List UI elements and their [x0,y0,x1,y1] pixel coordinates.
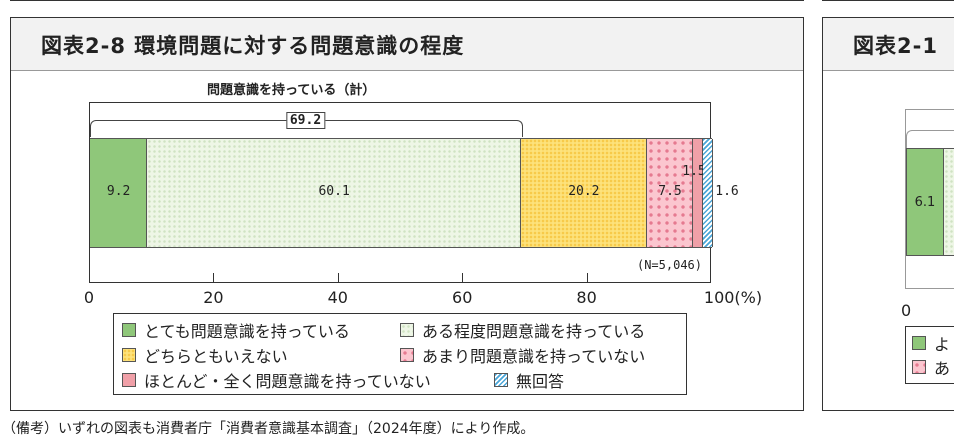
axis-zero-right: 0 [901,301,912,320]
legend-label: ほとんど・全く問題意識を持っていない [144,372,431,391]
legend-item: ほとんど・全く問題意識を持っていない [122,368,431,392]
x-tick [337,273,339,283]
bar-segment [702,139,713,247]
figure-panel-2-8: 図表2-8 環境問題に対する問題意識の程度 問題意識を持っている（計） 69.2… [10,17,804,411]
legend-item: ある程度問題意識を持っている [400,318,645,342]
x-tick-label: 80 [576,288,597,307]
stacked-bar: 9.2 60.1 20.2 7.5 1.5 1.6 [90,138,739,248]
x-axis: 0 20 40 60 80 100(%) [84,273,762,313]
legend-item: 無回答 [494,368,564,392]
legend-swatch [122,323,136,337]
x-tick-label: 20 [203,288,224,307]
previous-panel-bottom-right [822,0,954,1]
legend: とても問題意識を持っている ある程度問題意識を持っているどちらともいえない あまり問… [113,313,687,395]
bracket-caption: 問題意識を持っている（計） [207,83,376,98]
data-label: 20.2 [568,184,600,199]
legend-item: どちらともいえない [122,343,288,367]
x-tick-label: 0 [83,288,95,307]
bar-segment [521,139,647,247]
legend-label: とても問題意識を持っている [144,322,350,341]
data-label: 9.2 [106,184,131,199]
legend-swatch [400,348,414,362]
legend-label: どちらともいえない [144,347,288,366]
legend-swatch [122,348,136,362]
legend-swatch [122,373,136,387]
legend-swatch [494,373,508,387]
sample-size-note: (N=5,046) [636,258,702,272]
figure-title-right: 図表2-1 [853,34,938,58]
legend-label: あまり問題意識を持っていない [422,347,646,366]
x-tick [586,273,588,283]
figure-title: 図表2-8 環境問題に対する問題意識の程度 [41,34,465,58]
legend-label: よ [934,335,951,354]
plot-area: 69.2 9.2 60.1 20.2 7.5 1.5 1.6 (N=5,046) [89,102,739,283]
legend-item: とても問題意識を持っている [122,318,350,342]
bracket-value: 69.2 [285,112,326,129]
data-label: 1.5 [682,164,706,179]
footer-note: （備考）いずれの図表も消費者庁「消費者意識基本調査」（2024年度）により作成。 [2,421,535,437]
x-tick-label: 40 [327,288,348,307]
legend-label: 無回答 [516,372,565,391]
plot-area-right: 6.1 [905,109,954,289]
bar-segment [90,139,148,247]
title-bar-right: 図表2-1 [823,18,954,71]
legend-swatch [400,323,414,337]
bar-segment [646,139,694,247]
data-label: 1.6 [715,184,739,199]
x-tick-label: 60 [452,288,473,307]
bar-segment [147,139,522,247]
x-tick-label: 100(%) [703,288,763,307]
legend-label: あ [934,359,951,378]
bar-segment [693,139,703,247]
previous-panel-bottom [10,0,804,1]
bar-segment-right: 6.1 [906,148,944,256]
title-bar: 図表2-8 環境問題に対する問題意識の程度 [11,18,803,71]
data-label: 60.1 [318,184,350,199]
legend-item: あまり問題意識を持っていない [400,343,645,367]
figure-panel-2-1x: 図表2-1 6.1 0 よ あ [822,17,954,411]
x-tick [213,273,215,283]
x-tick [462,273,464,283]
legend-label: ある程度問題意識を持っている [422,322,646,341]
data-label: 7.5 [658,184,682,199]
legend-right: よ あ [905,326,954,384]
